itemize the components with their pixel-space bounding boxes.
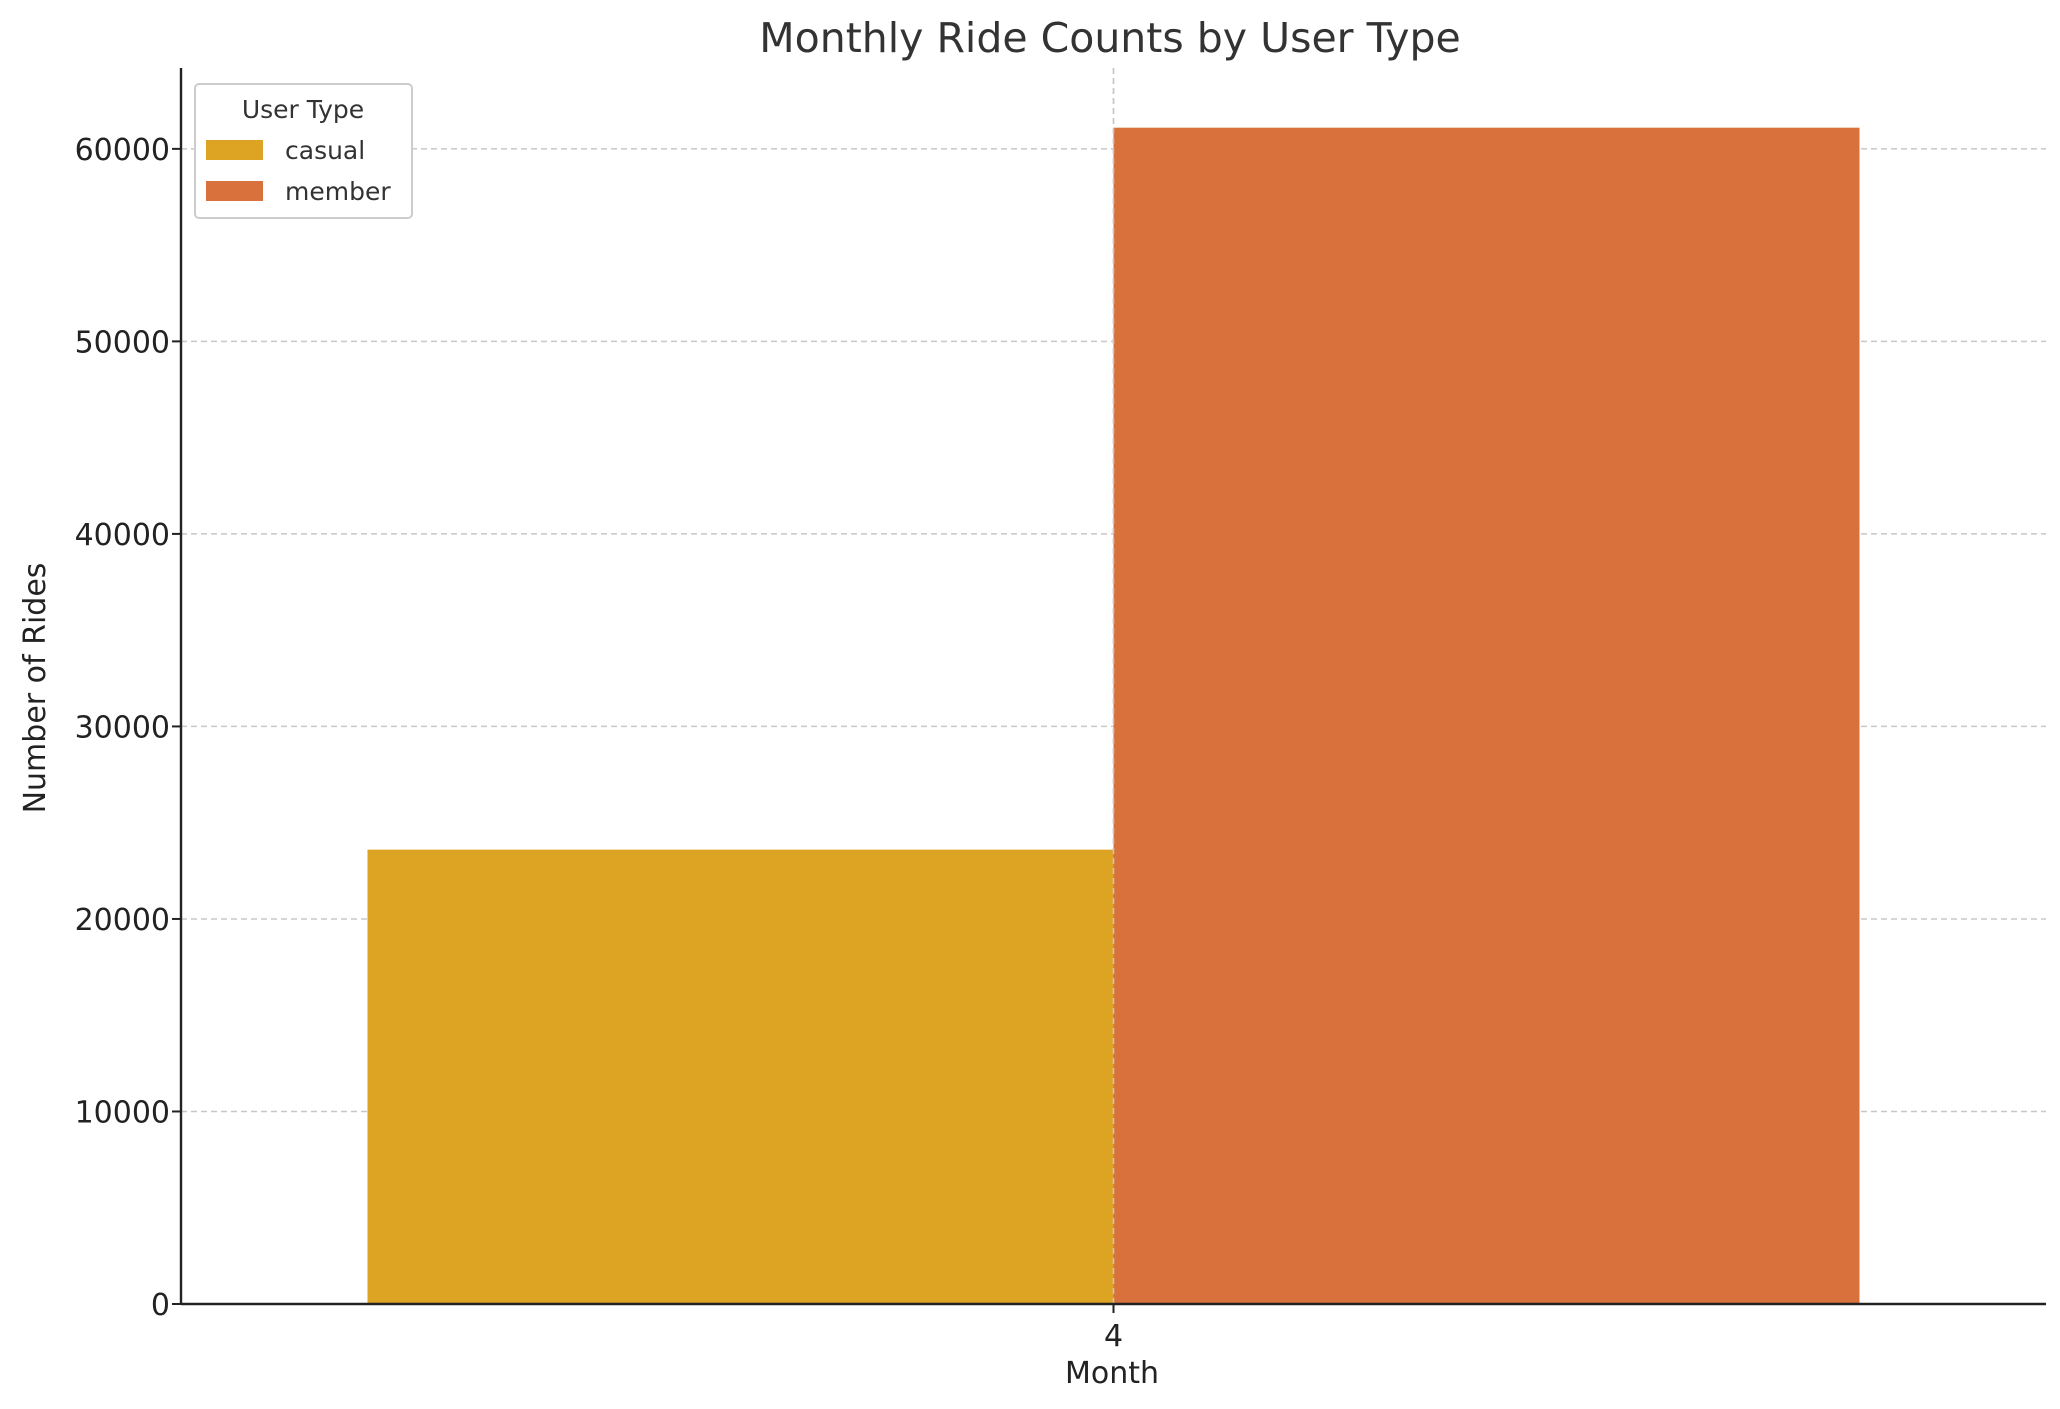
legend-swatch-casual [206, 140, 263, 160]
y-tick-label: 10000 [75, 1095, 170, 1130]
legend-label-member: member [285, 177, 391, 206]
y-tick-label: 60000 [75, 133, 170, 168]
y-tick-label: 0 [151, 1288, 170, 1323]
y-tick-label: 20000 [75, 903, 170, 938]
chart-title: Monthly Ride Counts by User Type [759, 14, 1460, 62]
bars [367, 68, 1860, 1304]
bar-member [1113, 127, 1860, 1304]
x-axis-label: Month [1065, 1356, 1159, 1391]
y-axis-ticks: 0 10000 20000 30000 40000 50000 60000 [75, 133, 181, 1323]
y-tick-label: 50000 [75, 325, 170, 360]
legend-items: casual member [206, 136, 391, 206]
y-tick-label: 30000 [75, 710, 170, 745]
y-tick-label: 40000 [75, 518, 170, 553]
y-axis-label: Number of Rides [18, 563, 53, 814]
legend: User Type casual member [194, 83, 413, 219]
x-tick-label: 4 [1104, 1319, 1123, 1354]
x-axis-ticks: 4 [1104, 1304, 1123, 1354]
bar-casual [367, 849, 1114, 1304]
legend-label-casual: casual [285, 136, 365, 165]
legend-title: User Type [242, 95, 364, 124]
legend-swatch-member [206, 181, 263, 201]
